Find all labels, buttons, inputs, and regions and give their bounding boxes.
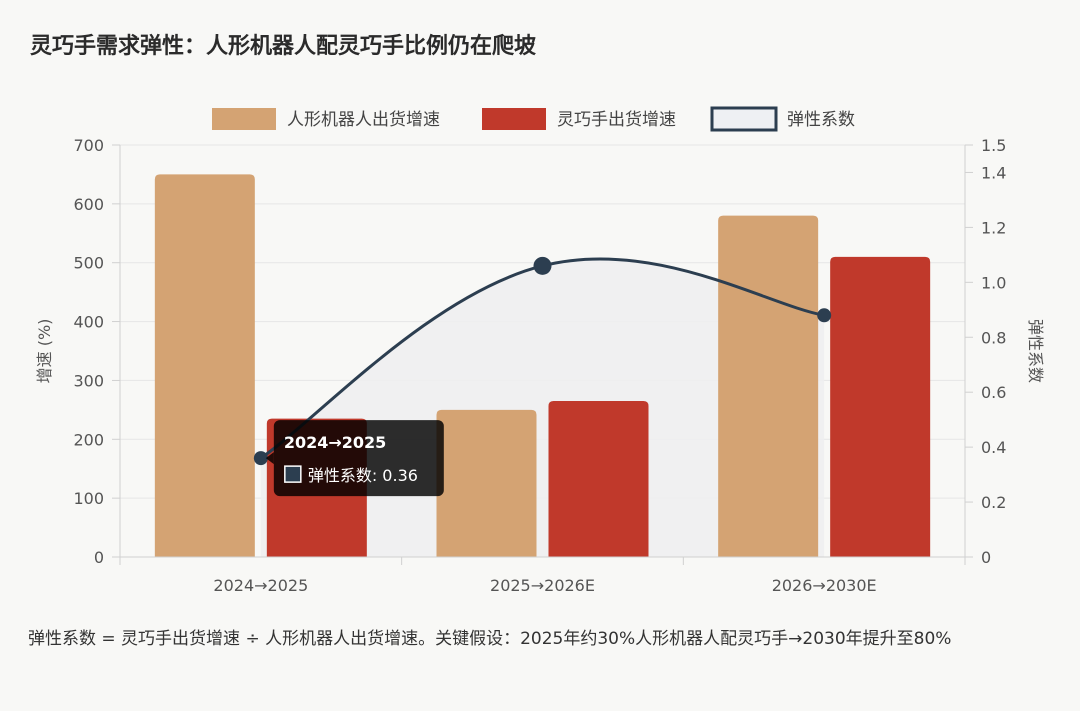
y2-axis-title: 弹性系数 bbox=[1026, 319, 1045, 383]
x-tick-label: 2025→2026E bbox=[490, 576, 595, 595]
y2-tick-label: 1.4 bbox=[981, 163, 1006, 182]
y-tick-label: 700 bbox=[73, 136, 104, 155]
legend-label: 人形机器人出货增速 bbox=[287, 110, 440, 130]
y-tick-label: 600 bbox=[73, 195, 104, 214]
tooltip-title: 2024→2025 bbox=[284, 433, 386, 452]
bar-robot-growth bbox=[154, 174, 255, 557]
tooltip-box bbox=[273, 420, 444, 497]
x-tick-label: 2024→2025 bbox=[213, 576, 308, 595]
elasticity-point bbox=[533, 256, 552, 275]
x-tick-label: 2026→2030E bbox=[772, 576, 877, 595]
bar-robot-growth bbox=[718, 215, 819, 557]
bar-hand-growth bbox=[548, 401, 649, 557]
chart-title: 灵巧手需求弹性：人形机器人配灵巧手比例仍在爬坡 bbox=[30, 34, 537, 59]
legend-swatch bbox=[482, 108, 546, 130]
elasticity-line-series bbox=[253, 256, 832, 466]
bar-robot-growth bbox=[436, 409, 537, 557]
y-tick-label: 400 bbox=[73, 313, 104, 332]
y2-tick-label: 0.8 bbox=[981, 328, 1006, 347]
tooltip-caret bbox=[265, 452, 274, 465]
elasticity-point bbox=[253, 451, 268, 466]
bar-hand-growth bbox=[830, 256, 931, 557]
footnote: 弹性系数 = 灵巧手出货增速 ÷ 人形机器人出货增速。关键假设：2025年约30… bbox=[28, 629, 952, 649]
legend-swatch bbox=[212, 108, 276, 130]
y2-tick-label: 1.2 bbox=[981, 218, 1006, 237]
legend-label: 灵巧手出货增速 bbox=[557, 110, 676, 130]
elasticity-point bbox=[817, 308, 832, 323]
y-tick-label: 200 bbox=[73, 430, 104, 449]
tooltip: 2024→2025 弹性系数: 0.36 bbox=[265, 420, 444, 497]
y-tick-label: 0 bbox=[94, 548, 104, 567]
legend: 人形机器人出货增速 灵巧手出货增速 弹性系数 bbox=[212, 106, 855, 132]
y-tick-label: 100 bbox=[73, 489, 104, 508]
y2-tick-label: 0.6 bbox=[981, 383, 1006, 402]
legend-swatch bbox=[710, 106, 778, 132]
legend-label: 弹性系数 bbox=[787, 110, 855, 130]
y-axis-title: 增速 (%) bbox=[35, 319, 54, 384]
y-tick-label: 500 bbox=[73, 254, 104, 273]
tooltip-body: 弹性系数: 0.36 bbox=[308, 466, 418, 485]
axes: 0 100 200 300 400 500 600 700 0 0.2 0.4 0.6 0.8 1.0 1.… bbox=[35, 136, 1045, 595]
y2-tick-label: 0.2 bbox=[981, 493, 1006, 512]
y2-tick-label: 1.0 bbox=[981, 273, 1006, 292]
y2-tick-label: 0.4 bbox=[981, 438, 1006, 457]
y2-tick-label: 1.5 bbox=[981, 136, 1006, 155]
dual-axis-chart: 0 100 200 300 400 500 600 700 0 0.2 0.4 0.6 0.8 1.0 1.… bbox=[35, 106, 1045, 595]
y-tick-label: 300 bbox=[73, 371, 104, 390]
tooltip-swatch bbox=[284, 465, 302, 483]
bar-series bbox=[154, 174, 931, 557]
y2-tick-label: 0 bbox=[981, 548, 991, 567]
